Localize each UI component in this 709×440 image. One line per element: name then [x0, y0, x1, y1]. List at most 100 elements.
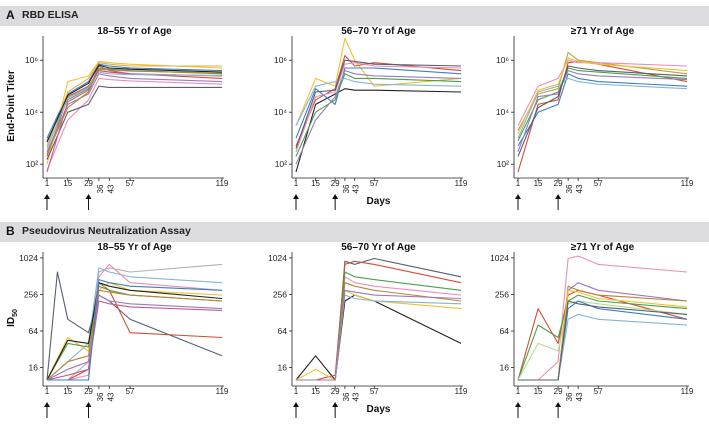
y-tick-label: 256: [495, 289, 509, 299]
series-line: [296, 276, 462, 381]
series-line: [517, 67, 688, 141]
series-line: [518, 282, 688, 381]
series-line: [46, 73, 223, 153]
series-line: [517, 57, 688, 134]
y-tick-label: 10⁴: [274, 107, 287, 117]
x-tick-label: 1: [294, 387, 299, 396]
x-tick-label: 119: [681, 179, 694, 188]
y-tick-label: 1024: [268, 253, 287, 263]
series-line: [46, 289, 223, 381]
dose-arrow-head: [293, 194, 299, 199]
x-tick-label: 15: [63, 387, 72, 396]
x-tick-label: 57: [126, 387, 135, 396]
series-line: [295, 88, 462, 173]
x-axis-label: Days: [367, 404, 391, 415]
y-tick-label: 10²: [275, 159, 287, 169]
y-axis-label: ID50: [6, 309, 19, 327]
panel-a-letter: A: [6, 8, 15, 22]
series-line: [295, 37, 462, 127]
x-tick-label: 119: [216, 387, 229, 396]
panel-a-title: RBD ELISA: [22, 9, 79, 21]
x-tick-label: 15: [311, 387, 320, 396]
series-line: [517, 70, 688, 152]
subplot-title: ≥71 Yr of Age: [571, 26, 635, 37]
dose-arrow-head: [332, 194, 339, 199]
dose-arrow-head: [555, 194, 562, 199]
x-tick-label: 29: [84, 179, 93, 188]
series-line: [517, 73, 688, 147]
x-tick-label: 36: [96, 184, 105, 193]
x-tick-label: 1: [45, 179, 50, 188]
series-line: [295, 70, 462, 165]
x-tick-label: 43: [352, 184, 361, 193]
x-tick-label: 1: [516, 179, 521, 188]
y-tick-label: 64: [29, 326, 39, 336]
x-tick-label: 1: [294, 179, 299, 188]
dose-arrow-head: [515, 194, 521, 199]
subplot-title: 56–70 Yr of Age: [341, 26, 416, 37]
series-line: [296, 294, 462, 381]
panel-b-header: B Pseudovirus Neutralization Assay: [0, 222, 709, 242]
series-line: [518, 300, 688, 381]
y-tick-label: 10⁶: [496, 55, 509, 65]
series-line: [47, 282, 223, 381]
y-tick-label: 10⁴: [496, 107, 509, 117]
series-line: [518, 289, 688, 381]
series-line: [46, 62, 222, 147]
y-tick-label: 1024: [19, 253, 38, 263]
series-line: [46, 294, 223, 381]
y-axis-label: End-Point Titer: [6, 70, 17, 142]
x-tick-label: 15: [534, 387, 543, 396]
y-tick-label: 10⁶: [25, 55, 38, 65]
dose-arrow-head: [555, 402, 562, 407]
subplot-title: 56–70 Yr of Age: [341, 242, 416, 253]
x-tick-label: 57: [126, 179, 135, 188]
x-tick-label: 119: [455, 179, 468, 188]
y-tick-label: 16: [278, 363, 288, 373]
y-tick-label: 256: [24, 289, 38, 299]
series-line: [46, 85, 222, 160]
series-line: [47, 279, 223, 381]
series-line: [46, 267, 223, 381]
dose-arrow-head: [44, 402, 50, 407]
series-line: [295, 59, 462, 149]
x-tick-label: 43: [106, 184, 115, 193]
x-tick-label: 57: [594, 387, 603, 396]
panel-a-header: A RBD ELISA: [0, 6, 709, 26]
x-tick-label: 57: [370, 387, 379, 396]
series-line: [517, 65, 688, 157]
y-tick-label: 16: [500, 363, 510, 373]
panel-b-title: Pseudovirus Neutralization Assay: [22, 225, 191, 237]
y-tick-label: 10²: [497, 159, 509, 169]
x-tick-label: 43: [106, 392, 115, 401]
x-tick-label: 36: [342, 392, 351, 401]
x-axis-label: Days: [367, 196, 391, 207]
x-tick-label: 29: [331, 179, 340, 188]
series-line: [295, 294, 462, 381]
x-tick-label: 43: [575, 184, 584, 193]
dose-arrow-head: [85, 402, 92, 407]
series-line: [46, 64, 223, 143]
series-line: [518, 313, 688, 381]
dose-arrow-head: [85, 194, 92, 199]
series-line: [46, 282, 223, 381]
x-tick-label: 36: [565, 184, 574, 193]
panel-b-letter: B: [6, 224, 15, 238]
y-tick-label: 1024: [490, 253, 509, 263]
series-line: [517, 60, 688, 173]
x-tick-label: 36: [565, 392, 574, 401]
dose-arrow-head: [515, 402, 521, 407]
x-tick-label: 1: [516, 387, 521, 396]
series-line: [517, 77, 688, 139]
y-tick-label: 64: [500, 326, 510, 336]
series-line: [517, 294, 688, 381]
dose-arrow-head: [293, 402, 299, 407]
subplot-title: ≥71 Yr of Age: [571, 242, 635, 253]
